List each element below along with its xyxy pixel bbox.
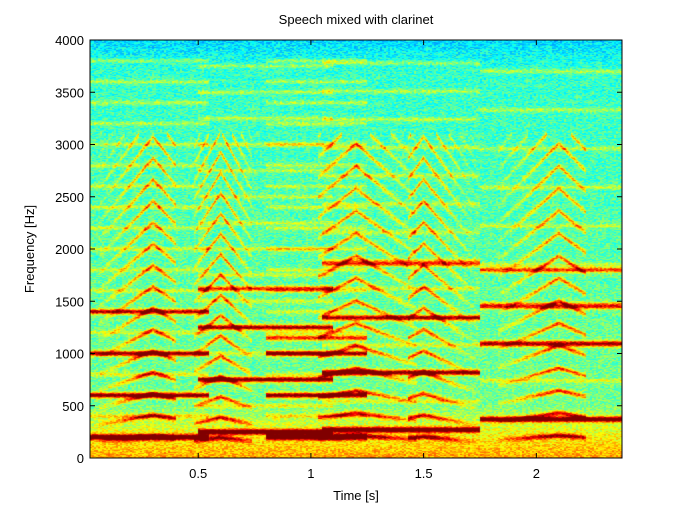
y-tick-label: 1500 [55, 294, 84, 309]
y-tick-label: 500 [62, 399, 84, 414]
y-tick-label: 2000 [55, 242, 84, 257]
y-tick-label: 4000 [55, 33, 84, 48]
chart-title: Speech mixed with clarinet [279, 12, 434, 27]
y-tick-label: 2500 [55, 190, 84, 205]
spectrogram-plot-area [89, 39, 623, 459]
y-axis-title: Frequency [Hz] [22, 205, 37, 293]
x-tick-label: 1.5 [415, 466, 433, 481]
x-tick-label: 1 [307, 466, 314, 481]
spectrogram-image [90, 40, 622, 458]
y-tick-label: 3000 [55, 138, 84, 153]
y-tick-label: 0 [77, 451, 84, 466]
x-axis: 0.5 1 1.5 2 [189, 40, 540, 481]
y-axis: 0 500 1000 1500 2000 2500 3000 3500 4000 [55, 33, 622, 466]
y-tick-label: 3500 [55, 85, 84, 100]
x-axis-title: Time [s] [333, 488, 379, 503]
x-tick-label: 0.5 [189, 466, 207, 481]
x-tick-label: 2 [533, 466, 540, 481]
y-tick-label: 1000 [55, 347, 84, 362]
